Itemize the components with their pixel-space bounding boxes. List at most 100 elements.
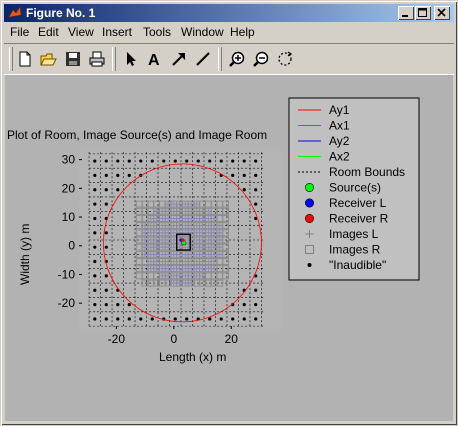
inaudible-dot — [185, 159, 189, 163]
inaudible-dot — [254, 159, 258, 163]
image-l-plus — [182, 215, 189, 222]
new-file-button[interactable] — [16, 50, 34, 68]
image-r-square — [222, 236, 229, 244]
image-l-plus — [176, 201, 183, 208]
image-l-plus — [159, 215, 166, 222]
inaudible-dot — [254, 202, 258, 206]
image-l-plus — [211, 251, 218, 258]
x-axis-label: Length (x) m — [159, 350, 226, 364]
image-l-plus — [193, 215, 200, 222]
image-l-plus — [165, 265, 172, 272]
y-tick-label: 10 — [62, 210, 76, 224]
image-l-plus — [205, 208, 212, 215]
menu-bar: File Edit View Insert Tools Window Help — [4, 23, 454, 42]
menu-file[interactable]: File — [10, 25, 30, 39]
inaudible-dot — [254, 288, 258, 292]
inaudible-dot — [93, 288, 97, 292]
legend-swatch-plus — [305, 230, 314, 238]
inaudible-dot — [93, 302, 97, 307]
image-l-plus — [170, 208, 177, 215]
zoom-out-icon — [253, 51, 269, 67]
rotate-button[interactable] — [276, 50, 294, 68]
zoom-in-button[interactable] — [228, 50, 246, 68]
image-l-plus — [205, 244, 212, 251]
menu-view[interactable]: View — [68, 25, 94, 39]
inaudible-dot — [93, 259, 97, 264]
rotate-icon — [278, 51, 293, 66]
minimize-icon — [402, 15, 408, 17]
image-l-plus — [170, 229, 177, 236]
legend-label: "Inaudible" — [329, 258, 386, 272]
inaudible-dot — [93, 159, 97, 163]
image-l-plus — [193, 251, 200, 258]
inaudible-dot — [242, 159, 246, 163]
main-room-rect — [175, 233, 191, 251]
image-r-square — [216, 279, 224, 287]
image-l-plus — [182, 244, 189, 251]
image-l-plus — [216, 229, 223, 236]
image-l-plus — [188, 251, 195, 258]
receiver-r-marker — [181, 238, 185, 242]
image-l-plus — [153, 215, 160, 222]
image-r-square — [222, 229, 229, 237]
inaudible-dot — [116, 317, 120, 321]
menu-help[interactable]: Help — [230, 25, 255, 39]
image-l-plus — [170, 272, 177, 279]
image-l-plus — [216, 244, 223, 251]
maximize-button[interactable] — [415, 6, 431, 20]
save-button[interactable] — [64, 50, 82, 68]
inaudible-dot — [93, 317, 97, 321]
select-tool-button[interactable] — [122, 50, 140, 68]
image-l-plus — [170, 258, 177, 265]
image-l-plus — [165, 251, 172, 258]
axis-ticks: -20 0 20 -20 -10 0 10 20 30 — [58, 153, 239, 346]
image-l-plus — [147, 244, 154, 251]
image-l-plus — [193, 237, 200, 243]
image-l-plus — [147, 215, 154, 222]
print-button[interactable] — [88, 50, 106, 68]
image-l-plus — [147, 229, 154, 236]
inaudible-dot — [150, 159, 154, 163]
new-file-icon — [19, 51, 31, 67]
inaudible-dot — [139, 159, 143, 163]
image-l-plus — [188, 280, 195, 287]
inaudible-dot — [254, 216, 258, 221]
image-l-plus — [193, 222, 200, 229]
image-l-plus — [147, 222, 154, 229]
inaudible-dot — [219, 317, 223, 321]
menu-edit[interactable]: Edit — [38, 25, 59, 39]
image-l-plus — [211, 258, 218, 265]
image-l-plus — [176, 265, 183, 272]
arrow-tool-button[interactable] — [170, 50, 188, 68]
figure-canvas: Plot of Room, Image Source(s) and Image … — [5, 75, 453, 421]
text-tool-button[interactable]: A — [146, 50, 164, 68]
image-l-plus — [193, 208, 200, 215]
inaudible-dot — [139, 317, 143, 321]
close-button[interactable] — [434, 6, 450, 20]
zoom-out-button[interactable] — [252, 50, 270, 68]
image-l-plus — [147, 258, 154, 265]
image-l-plus — [170, 222, 177, 229]
menu-insert[interactable]: Insert — [102, 25, 133, 39]
line-tool-button[interactable] — [194, 50, 212, 68]
image-l-plus — [159, 272, 166, 279]
image-l-plus — [176, 280, 183, 287]
minimize-button[interactable] — [398, 6, 414, 20]
window-title: Figure No. 1 — [26, 6, 96, 20]
inaudible-dot — [254, 173, 258, 178]
inaudible-dot — [242, 188, 246, 192]
image-l-plus — [147, 265, 154, 272]
inaudible-dot — [104, 188, 108, 192]
image-l-plus — [188, 201, 195, 208]
menu-window[interactable]: Window — [181, 25, 224, 39]
image-l-plus — [188, 237, 195, 243]
title-bar[interactable]: Figure No. 1 — [4, 4, 454, 22]
image-l-plus — [153, 251, 160, 258]
menu-tools[interactable]: Tools — [143, 25, 172, 39]
legend-swatch-square — [305, 245, 314, 254]
inaudible-dot — [93, 173, 97, 178]
inaudible-dot — [254, 317, 258, 321]
open-button[interactable] — [40, 50, 58, 68]
